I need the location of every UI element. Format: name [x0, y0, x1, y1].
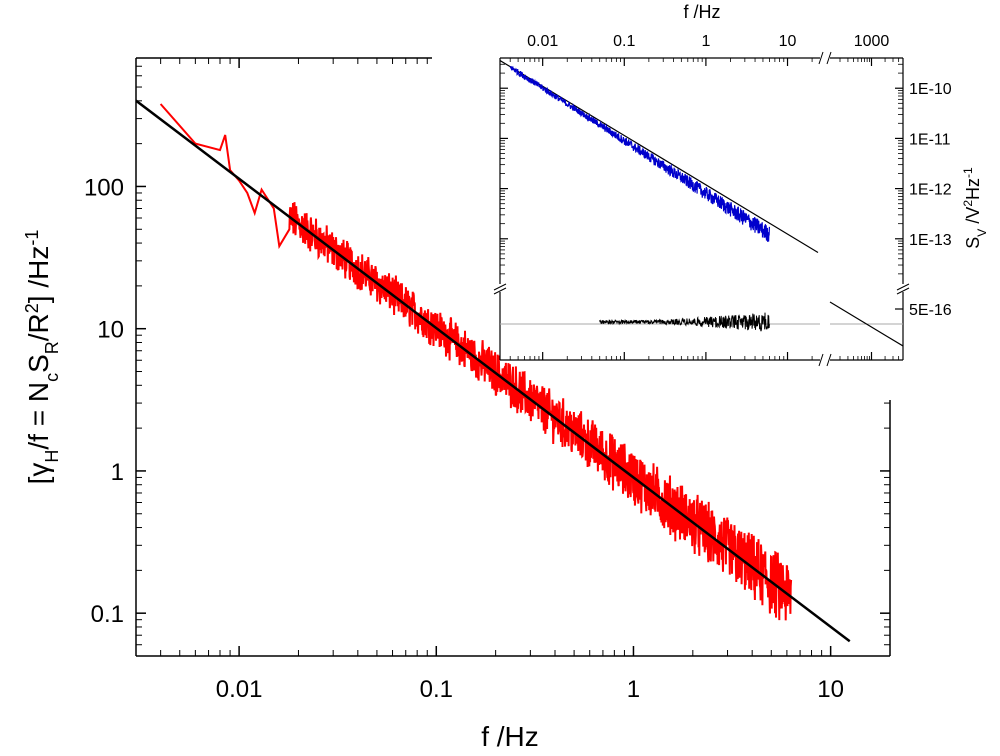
inset-plot-frame — [499, 57, 904, 361]
inset-x-tick-label: 1000 — [854, 33, 890, 50]
x-tick-label: 1 — [627, 676, 640, 703]
ylabel-part: ] /Hz — [23, 246, 54, 304]
ylabel-part: /f = N — [23, 382, 54, 450]
y-tick-label: 1 — [111, 459, 124, 486]
x-tick-label: 0.01 — [216, 676, 263, 703]
measured-series-line — [159, 103, 793, 621]
main-ticks: 0.01 0.1 1 10 0.1 1 10 100 — [84, 57, 891, 703]
ylabel-sub: c — [42, 373, 62, 382]
ylabel-part: [γ — [23, 463, 54, 485]
inset-ylabel-sup: 2 — [961, 200, 975, 207]
inset-ylabel-part: /V — [963, 207, 983, 229]
main-x-axis-title: f /Hz — [481, 721, 539, 752]
y-break-mark — [896, 287, 910, 295]
inset-ylabel-sub: V — [975, 229, 989, 237]
y-tick-label: 10 — [97, 317, 124, 344]
inset-series-group — [500, 59, 903, 347]
x-break-mark — [826, 51, 832, 65]
inset-ylabel-part: Hz — [963, 178, 983, 200]
y-tick-label: 0.1 — [91, 601, 124, 628]
inset-y-tick-label: 1E-12 — [909, 182, 952, 199]
main-series-group — [136, 99, 851, 643]
inset-y-tick-label: 1E-10 — [909, 81, 952, 98]
x-tick-label: 10 — [817, 676, 844, 703]
y-break-gap — [495, 284, 505, 292]
ylabel-sup: 2 — [22, 303, 42, 313]
inset-ticks: 0.01 0.1 1 10 1000 1E-10 1E-11 1E-12 1E-13 5E-16 — [499, 33, 952, 360]
y-break-mark — [493, 287, 507, 295]
inset-y-axis-title: SV /V2Hz-1 — [961, 167, 989, 249]
ylabel-sub: R — [42, 341, 62, 354]
inset-measured-series-line — [509, 65, 770, 242]
y-break-mark — [493, 283, 507, 291]
inset-x-tick-label: 0.1 — [613, 33, 635, 50]
inset-y-tick-label: 1E-11 — [909, 131, 951, 148]
inset-y-lower-tick-label: 5E-16 — [909, 302, 952, 319]
y-tick-label: 100 — [84, 174, 124, 201]
inset-y-tick-label: 1E-13 — [909, 232, 952, 249]
inset-ylabel-sup: -1 — [961, 167, 975, 178]
main-y-axis-title: [γH/f = NcSR/R2] /Hz-1 — [22, 230, 62, 485]
inset-x-axis-title: f /Hz — [683, 2, 720, 22]
x-break-mark — [818, 51, 824, 65]
inset-fit-line — [500, 59, 819, 253]
inset-axis-breaks — [493, 51, 910, 367]
inset-x-tick-label: 10 — [779, 33, 797, 50]
inset-fit-line-extension — [829, 301, 903, 347]
ylabel-part: /R — [23, 313, 54, 341]
inset-background-noise-line — [599, 312, 770, 332]
fit-line — [136, 99, 851, 643]
x-break-mark — [818, 353, 824, 367]
x-tick-label: 0.1 — [420, 676, 453, 703]
ylabel-sup: -1 — [22, 230, 42, 246]
y-break-gap — [898, 284, 908, 292]
ylabel-part: S — [23, 354, 54, 373]
inset-x-tick-label: 0.01 — [527, 33, 558, 50]
ylabel-sub: H — [42, 450, 62, 463]
inset-ylabel-part: S — [963, 237, 983, 249]
inset-x-tick-label: 1 — [701, 33, 710, 50]
x-break-mark — [826, 353, 832, 367]
y-break-mark — [896, 283, 910, 291]
